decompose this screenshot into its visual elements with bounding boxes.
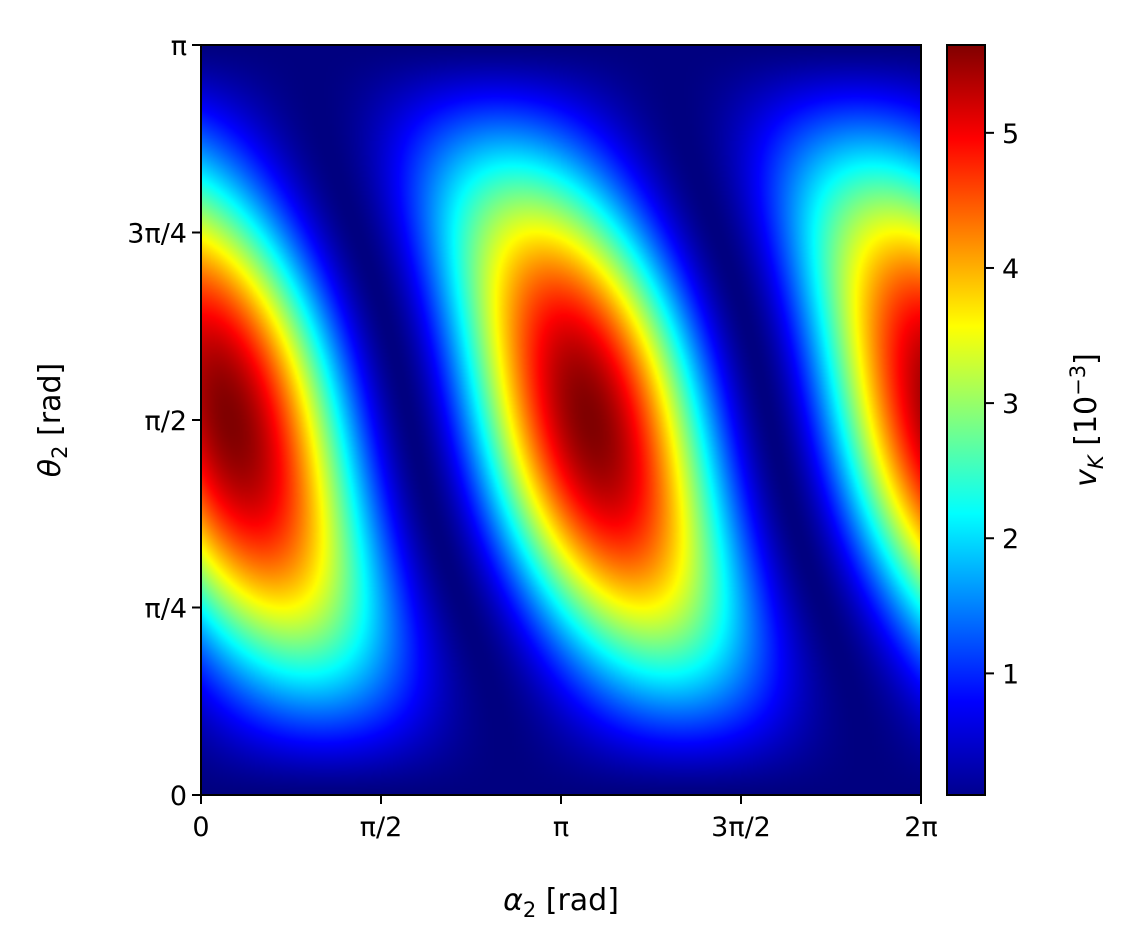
y-tick-label: π — [171, 31, 187, 62]
colorbar-tick-label: 4 — [1002, 254, 1019, 285]
x-axis: 0 π/2 π 3π/2 2π — [192, 795, 938, 843]
y-tick-label: 0 — [170, 781, 187, 812]
y-tick-label: π/4 — [144, 594, 187, 625]
x-axis-label: α2 [rad] — [503, 883, 619, 922]
colorbar-tick-label: 3 — [1002, 389, 1019, 420]
colorbar — [946, 44, 986, 796]
colorbar-label: vK [10−3] — [1066, 353, 1108, 487]
heatmap-field — [201, 45, 921, 795]
y-axis: 0 π/4 π/2 3π/4 π — [127, 31, 201, 812]
y-axis-label: θ2 [rad] — [33, 363, 72, 477]
x-tick-label: 0 — [192, 812, 209, 843]
y-tick-label: 3π/4 — [127, 219, 187, 250]
x-tick-label: 3π/2 — [711, 812, 771, 843]
x-tick-label: 2π — [904, 812, 937, 843]
x-tick-label: π — [553, 812, 569, 843]
colorbar-tick-label: 5 — [1002, 119, 1019, 150]
colorbar-axis: 1 2 3 4 5 — [985, 119, 1019, 690]
colorbar-tick-label: 1 — [1002, 659, 1019, 690]
colorbar-tick-label: 2 — [1002, 524, 1019, 555]
y-tick-label: π/2 — [144, 406, 187, 437]
x-tick-label: π/2 — [360, 812, 403, 843]
